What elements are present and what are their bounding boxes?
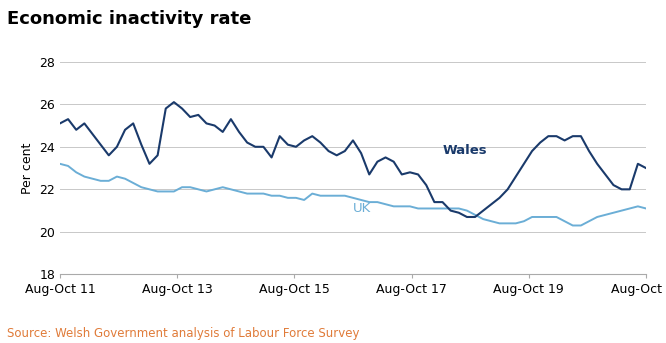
- Text: Source: Welsh Government analysis of Labour Force Survey: Source: Welsh Government analysis of Lab…: [7, 327, 359, 340]
- Text: UK: UK: [353, 202, 371, 215]
- Y-axis label: Per cent: Per cent: [21, 142, 34, 194]
- Text: Wales: Wales: [442, 144, 487, 157]
- Text: Economic inactivity rate: Economic inactivity rate: [7, 10, 251, 28]
